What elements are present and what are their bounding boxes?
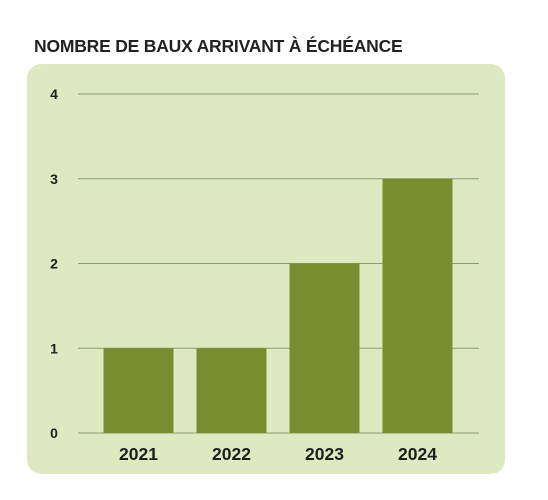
y-tick-label: 0 — [50, 425, 58, 441]
bar-2021 — [103, 348, 174, 433]
y-tick-label: 1 — [50, 340, 58, 356]
chart-title: NOMBRE DE BAUX ARRIVANT À ÉCHÉANCE — [34, 36, 403, 56]
x-tick-label: 2023 — [305, 444, 344, 464]
bar-2024 — [382, 178, 453, 433]
y-tick-label: 4 — [50, 86, 58, 102]
x-tick-label: 2024 — [398, 444, 437, 464]
y-tick-label: 2 — [50, 256, 58, 272]
bar-2022 — [196, 348, 267, 433]
x-axis-ticks: 2021 2022 2023 2024 — [119, 444, 437, 464]
y-tick-label: 3 — [50, 171, 58, 187]
bar-2023 — [289, 263, 360, 433]
bars — [103, 178, 453, 433]
x-tick-label: 2021 — [119, 444, 158, 464]
y-axis-ticks: 0 1 2 3 4 — [50, 86, 58, 441]
x-tick-label: 2022 — [212, 444, 251, 464]
